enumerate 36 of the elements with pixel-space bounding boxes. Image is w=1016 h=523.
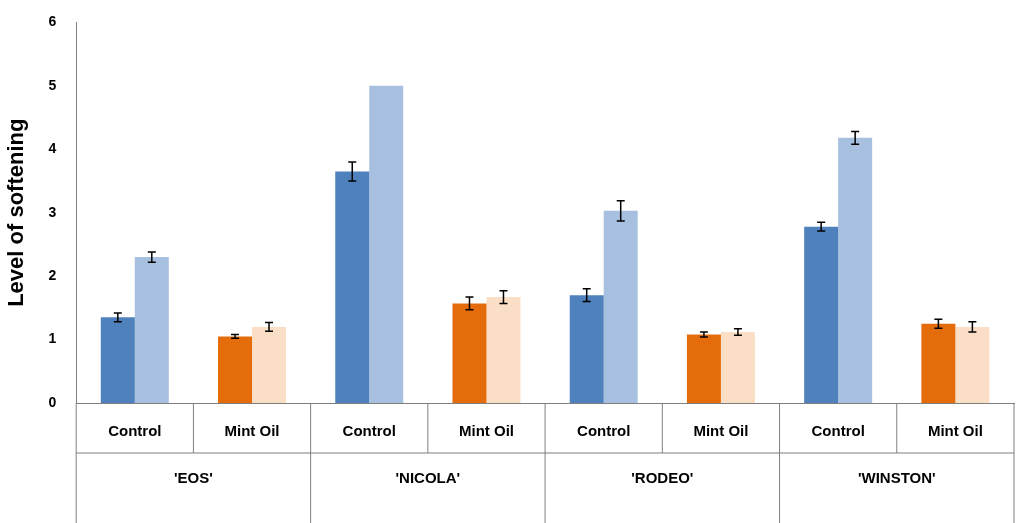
x-tick-label: Mint Oil [927, 422, 983, 440]
bar [335, 171, 370, 403]
bar [955, 326, 990, 403]
x-tick-label: Control [811, 422, 865, 440]
y-tick-label: 2 [48, 266, 57, 283]
bar [603, 210, 638, 403]
y-tick-label: 6 [48, 13, 57, 30]
y-tick-label: 5 [48, 76, 57, 93]
y-tick-label: 3 [48, 203, 57, 220]
bar [720, 331, 755, 403]
x-tick-label: Mint Oil [224, 422, 280, 440]
y-axis-title: Level of softening [3, 118, 29, 307]
x-tick-label: Control [108, 422, 162, 440]
bar [486, 297, 521, 403]
y-tick-label: 0 [48, 393, 57, 410]
bar [134, 257, 169, 403]
bar [921, 323, 956, 403]
text: 'WINSTON' [857, 469, 936, 487]
y-tick-label: 1 [48, 330, 57, 347]
x-tick-label: Mint Oil [458, 422, 514, 440]
text: 'RODEO' [631, 469, 694, 487]
bar [252, 326, 287, 403]
bar [218, 336, 253, 403]
text: 'NICOLA' [395, 469, 461, 487]
text: 'EOS' [174, 469, 213, 487]
x-tick-label: Mint Oil [693, 422, 749, 440]
x-tick-label: Control [342, 422, 396, 440]
x-tick-label: Control [577, 422, 631, 440]
bar [100, 317, 135, 403]
bar [838, 137, 873, 403]
bar [804, 226, 839, 403]
bar [369, 85, 404, 403]
bar [569, 295, 604, 403]
y-tick-label: 4 [48, 140, 57, 157]
bar [686, 334, 721, 403]
bar [452, 303, 487, 403]
